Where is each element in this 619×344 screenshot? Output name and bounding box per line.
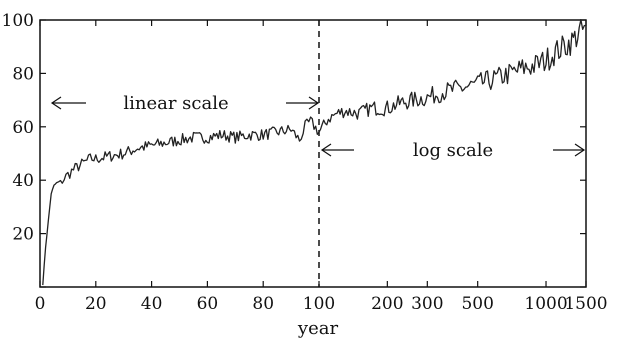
y-axis: 20 40 60 80 100 xyxy=(2,11,586,288)
x-tick-label: 1500 xyxy=(564,294,607,314)
x-tick-label: 20 xyxy=(85,294,107,314)
x-tick-label: 40 xyxy=(141,294,163,314)
x-tick-label: 0 xyxy=(35,294,46,314)
plot-area-border xyxy=(39,19,587,288)
plot-frame xyxy=(39,19,587,288)
annotations: linear scale log scale xyxy=(50,93,586,161)
linear-left-arrow xyxy=(50,96,86,110)
y-tick-label: 40 xyxy=(12,171,34,191)
linear-right-arrow xyxy=(286,96,320,110)
y-tick-label: 100 xyxy=(2,11,34,31)
x-tick-label: 100 xyxy=(303,294,335,314)
x-tick-label: 1000 xyxy=(524,294,567,314)
x-tick-label: 80 xyxy=(252,294,274,314)
y-tick-label: 80 xyxy=(12,64,34,84)
linear-scale-label: linear scale xyxy=(123,93,228,114)
x-axis-title: year xyxy=(297,318,339,339)
series-line xyxy=(42,19,587,286)
x-tick-label: 60 xyxy=(197,294,219,314)
y-tick-label: 60 xyxy=(12,118,34,138)
x-tick-label: 200 xyxy=(371,294,403,314)
log-left-arrow xyxy=(320,143,354,157)
x-tick-label: 500 xyxy=(461,294,493,314)
x-tick-label: 300 xyxy=(411,294,443,314)
y-tick-label: 20 xyxy=(12,225,34,245)
series-layer xyxy=(42,19,587,286)
log-right-arrow xyxy=(553,143,586,157)
log-scale-label: log scale xyxy=(413,140,493,161)
